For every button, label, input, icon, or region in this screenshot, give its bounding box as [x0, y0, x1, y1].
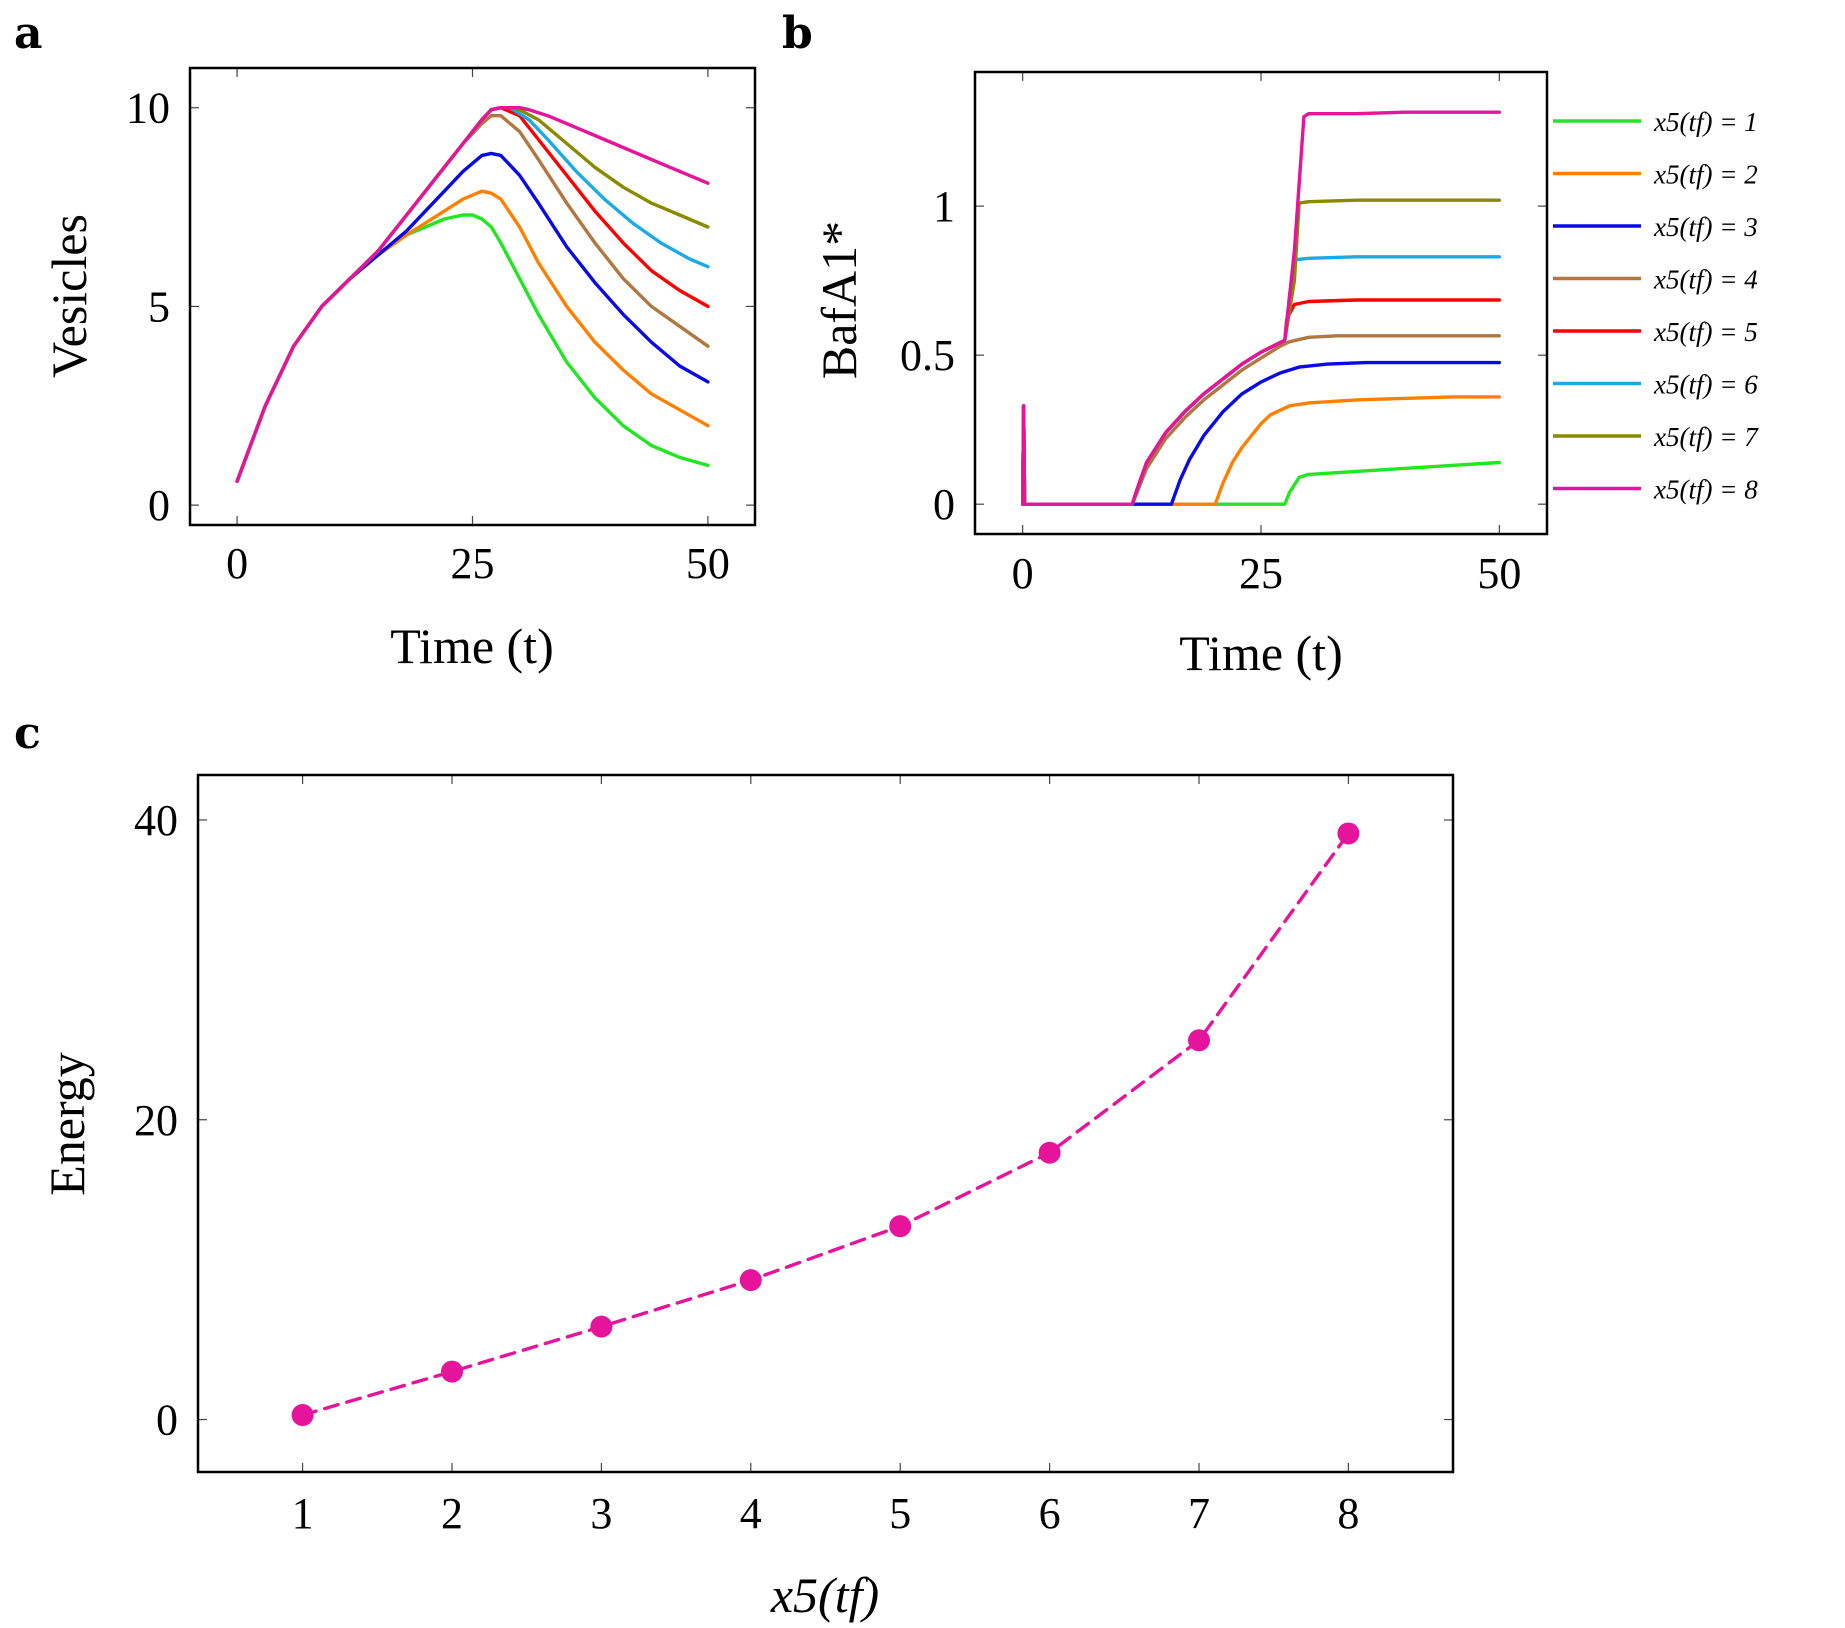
series-line-3: [1021, 360, 1502, 506]
legend-label-2: x5(tf) = 2: [1653, 160, 1758, 190]
series-line-8: [235, 105, 710, 483]
y-tick-label: 0: [148, 481, 170, 530]
legend-label-1: x5(tf) = 1: [1653, 107, 1758, 137]
y-tick-label: 1: [933, 182, 955, 231]
panel-letter-c: c: [14, 708, 41, 759]
legend-label-5: x5(tf) = 5: [1653, 317, 1758, 347]
x-tick-label: 0: [1012, 549, 1034, 598]
legend-label-6: x5(tf) = 6: [1653, 370, 1758, 400]
panel-c-curves: [291, 822, 1360, 1427]
y-tick-label: 0: [933, 480, 955, 529]
y-tick-label: 20: [134, 1096, 178, 1145]
legend-label-4: x5(tf) = 4: [1653, 265, 1758, 295]
series-line-8: [1021, 110, 1502, 506]
panel-letter-a: a: [14, 8, 43, 59]
data-point-3: [590, 1315, 613, 1338]
panel-b-ylabel: BafA1*: [811, 221, 867, 379]
legend-label-3: x5(tf) = 3: [1653, 212, 1758, 242]
panel-b-xlabel: Time (t): [1179, 625, 1342, 681]
legend-label-8: x5(tf) = 8: [1653, 475, 1758, 505]
y-tick-label: 5: [148, 282, 170, 331]
panel-a-ylabel: Vesicles: [41, 214, 97, 378]
y-tick-label: 0: [156, 1396, 178, 1445]
panel-a-ticks: 0 25 50 0 5 10: [126, 68, 755, 588]
data-point-1: [291, 1404, 314, 1427]
series-line-5: [1021, 298, 1502, 506]
panel-b-frame: [973, 70, 1549, 536]
panel-c-xlabel: x5(tf): [770, 1567, 879, 1623]
panel-a-curves: [235, 105, 710, 483]
x-tick-label: 25: [1239, 549, 1283, 598]
data-point-4: [739, 1269, 762, 1292]
x-tick-label: 50: [1477, 549, 1521, 598]
y-tick-label: 0.5: [900, 331, 955, 380]
series-line-1: [1021, 404, 1502, 506]
panel-a-frame: [188, 66, 757, 527]
x-tick-label: 5: [889, 1489, 911, 1538]
panel-c-frame: [196, 773, 1455, 1474]
data-point-6: [1038, 1141, 1061, 1164]
legend-label-7: x5(tf) = 7: [1653, 422, 1759, 452]
data-point-2: [440, 1360, 463, 1383]
data-point-8: [1337, 822, 1360, 845]
y-tick-label: 10: [126, 84, 170, 133]
series-line-4: [235, 113, 710, 483]
x-tick-label: 3: [590, 1489, 612, 1538]
x-tick-label: 2: [441, 1489, 463, 1538]
y-tick-label: 40: [134, 796, 178, 845]
data-point-5: [889, 1215, 912, 1238]
series-line-2: [235, 189, 710, 483]
panel-b-curves: [1021, 110, 1502, 506]
x-tick-label: 6: [1039, 1489, 1061, 1538]
x-tick-label: 0: [226, 539, 248, 588]
series-line-3: [235, 151, 710, 483]
panel-a-xlabel: Time (t): [390, 618, 553, 674]
series-line-2: [1021, 395, 1502, 506]
x-tick-label: 50: [686, 539, 730, 588]
panel-c-ylabel: Energy: [39, 1052, 95, 1195]
panel-b-legend: x5(tf) = 1 x5(tf) = 2 x5(tf) = 3 x5(tf) = 4…: [1553, 107, 1759, 505]
panel-letter-b: b: [782, 8, 813, 59]
x-tick-label: 25: [451, 539, 495, 588]
panel-b-ticks: 0 25 50 0 0.5 1: [900, 72, 1547, 598]
x-tick-label: 4: [740, 1489, 762, 1538]
panel-c-ticks: 1 2 3 4 5 6 7 8 0 20 40: [134, 775, 1453, 1538]
series-line-1: [300, 831, 1351, 1417]
x-tick-label: 7: [1188, 1489, 1210, 1538]
x-tick-label: 8: [1337, 1489, 1359, 1538]
panel-a-vesicles-plot: 0 25 50 0 5 10 Time (t) Vesicles: [41, 66, 757, 674]
x-tick-label: 1: [292, 1489, 314, 1538]
data-point-7: [1188, 1029, 1211, 1052]
panel-c-energy-plot: 1 2 3 4 5 6 7 8 0 20 40 x5(tf) Energy: [39, 773, 1455, 1623]
